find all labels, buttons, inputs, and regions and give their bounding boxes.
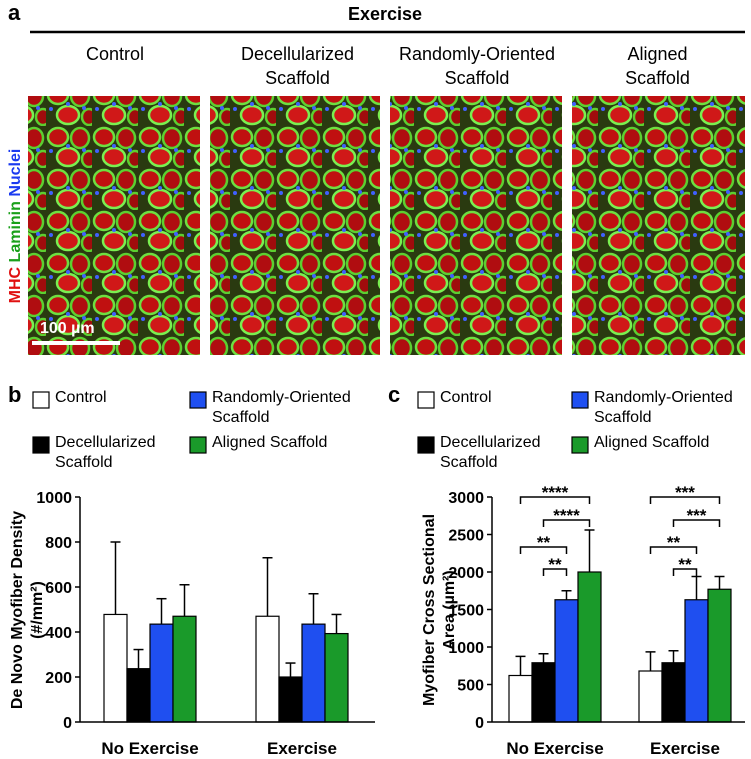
significance-bracket bbox=[542, 519, 591, 527]
stain-label: MHC Laminin Nuclei bbox=[7, 149, 24, 304]
y-tick-label: 0 bbox=[63, 715, 72, 732]
bar bbox=[684, 599, 709, 723]
stain: MHC bbox=[7, 266, 24, 303]
significance-label: ** bbox=[537, 533, 551, 552]
legend-swatch bbox=[189, 391, 207, 409]
y-tick-label: 200 bbox=[45, 670, 72, 687]
legend-swatch bbox=[417, 391, 435, 409]
legend-swatch bbox=[32, 436, 50, 454]
legend-label: Control bbox=[55, 389, 107, 406]
bar bbox=[126, 668, 151, 723]
micrograph bbox=[28, 96, 200, 355]
significance-bracket bbox=[649, 496, 721, 504]
panel-label: c bbox=[388, 382, 400, 407]
micrograph bbox=[390, 96, 562, 355]
y-tick-label: 800 bbox=[45, 535, 72, 552]
significance-label: ** bbox=[667, 533, 681, 552]
bar bbox=[707, 588, 732, 723]
legend-label: Decellularized Scaffold bbox=[440, 434, 541, 471]
scale-label: 100 µm bbox=[40, 320, 95, 337]
x-tick-label: Exercise bbox=[267, 739, 337, 758]
micrograph bbox=[210, 96, 380, 355]
significance-label: *** bbox=[687, 506, 707, 525]
bar bbox=[508, 674, 533, 723]
y-tick-label: 1500 bbox=[448, 603, 484, 620]
y-axis-label: Myofiber Cross Sectional Area (µm²) bbox=[421, 513, 458, 706]
significance-bracket bbox=[672, 568, 698, 576]
legend-swatch bbox=[417, 436, 435, 454]
legend-swatch bbox=[189, 436, 207, 454]
panel-label: b bbox=[8, 382, 21, 407]
bar bbox=[149, 623, 174, 723]
significance-label: **** bbox=[542, 483, 569, 502]
legend-swatch bbox=[571, 436, 589, 454]
x-tick-label: No Exercise bbox=[506, 739, 603, 758]
legend-label: Aligned Scaffold bbox=[212, 434, 328, 451]
significance-bracket bbox=[542, 568, 568, 576]
significance-label: ** bbox=[678, 555, 692, 574]
significance-bracket bbox=[672, 519, 721, 527]
legend-swatch bbox=[32, 391, 50, 409]
legend-label: Decellularized Scaffold bbox=[55, 434, 156, 471]
image-title: Aligned Scaffold bbox=[625, 44, 690, 88]
significance-label: **** bbox=[553, 506, 580, 525]
image-title: Randomly-Oriented Scaffold bbox=[398, 44, 556, 88]
bar bbox=[531, 662, 556, 723]
legend-label: Randomly-Oriented Scaffold bbox=[594, 389, 733, 426]
y-tick-label: 2500 bbox=[448, 528, 484, 545]
legend-label: Control bbox=[440, 389, 492, 406]
y-tick-label: 2000 bbox=[448, 565, 484, 582]
y-tick-label: 400 bbox=[45, 625, 72, 642]
y-tick-label: 500 bbox=[457, 678, 484, 695]
stain: Nuclei bbox=[7, 149, 24, 197]
bar bbox=[103, 613, 128, 723]
bar bbox=[554, 599, 579, 723]
y-axis-label: De Novo Myofiber Density (#/mm²) bbox=[9, 510, 46, 709]
image-title: Control bbox=[85, 44, 145, 64]
bar bbox=[324, 632, 349, 723]
bar bbox=[577, 571, 602, 723]
legend-label: Aligned Scaffold bbox=[594, 434, 710, 451]
significance-bracket bbox=[519, 496, 591, 504]
image-title: Decellularized Scaffold bbox=[240, 44, 355, 88]
panel-label: a bbox=[8, 0, 21, 25]
bar bbox=[172, 615, 197, 723]
significance-bracket bbox=[519, 546, 568, 554]
bar bbox=[638, 670, 663, 723]
group-title: Exercise bbox=[348, 4, 422, 24]
y-tick-label: 1000 bbox=[36, 490, 72, 507]
legend-swatch bbox=[571, 391, 589, 409]
bar bbox=[278, 676, 303, 723]
significance-label: ** bbox=[548, 555, 562, 574]
x-tick-label: Exercise bbox=[650, 739, 720, 758]
y-tick-label: 3000 bbox=[448, 490, 484, 507]
significance-bracket bbox=[649, 546, 698, 554]
legend-label: Randomly-Oriented Scaffold bbox=[212, 389, 351, 426]
y-tick-label: 1000 bbox=[448, 640, 484, 657]
micrograph bbox=[572, 96, 745, 355]
stain: Laminin bbox=[7, 201, 24, 262]
bar bbox=[301, 623, 326, 723]
bar bbox=[255, 615, 280, 723]
y-tick-label: 600 bbox=[45, 580, 72, 597]
significance-label: *** bbox=[675, 483, 695, 502]
y-tick-label: 0 bbox=[475, 715, 484, 732]
x-tick-label: No Exercise bbox=[101, 739, 198, 758]
bar bbox=[661, 662, 686, 723]
